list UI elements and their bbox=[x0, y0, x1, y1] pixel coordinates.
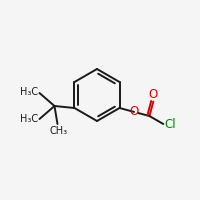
Text: Cl: Cl bbox=[164, 118, 176, 131]
Text: H₃C: H₃C bbox=[20, 87, 38, 97]
Text: O: O bbox=[129, 105, 139, 118]
Text: CH₃: CH₃ bbox=[49, 126, 68, 136]
Text: O: O bbox=[149, 88, 158, 101]
Text: H₃C: H₃C bbox=[20, 114, 38, 124]
